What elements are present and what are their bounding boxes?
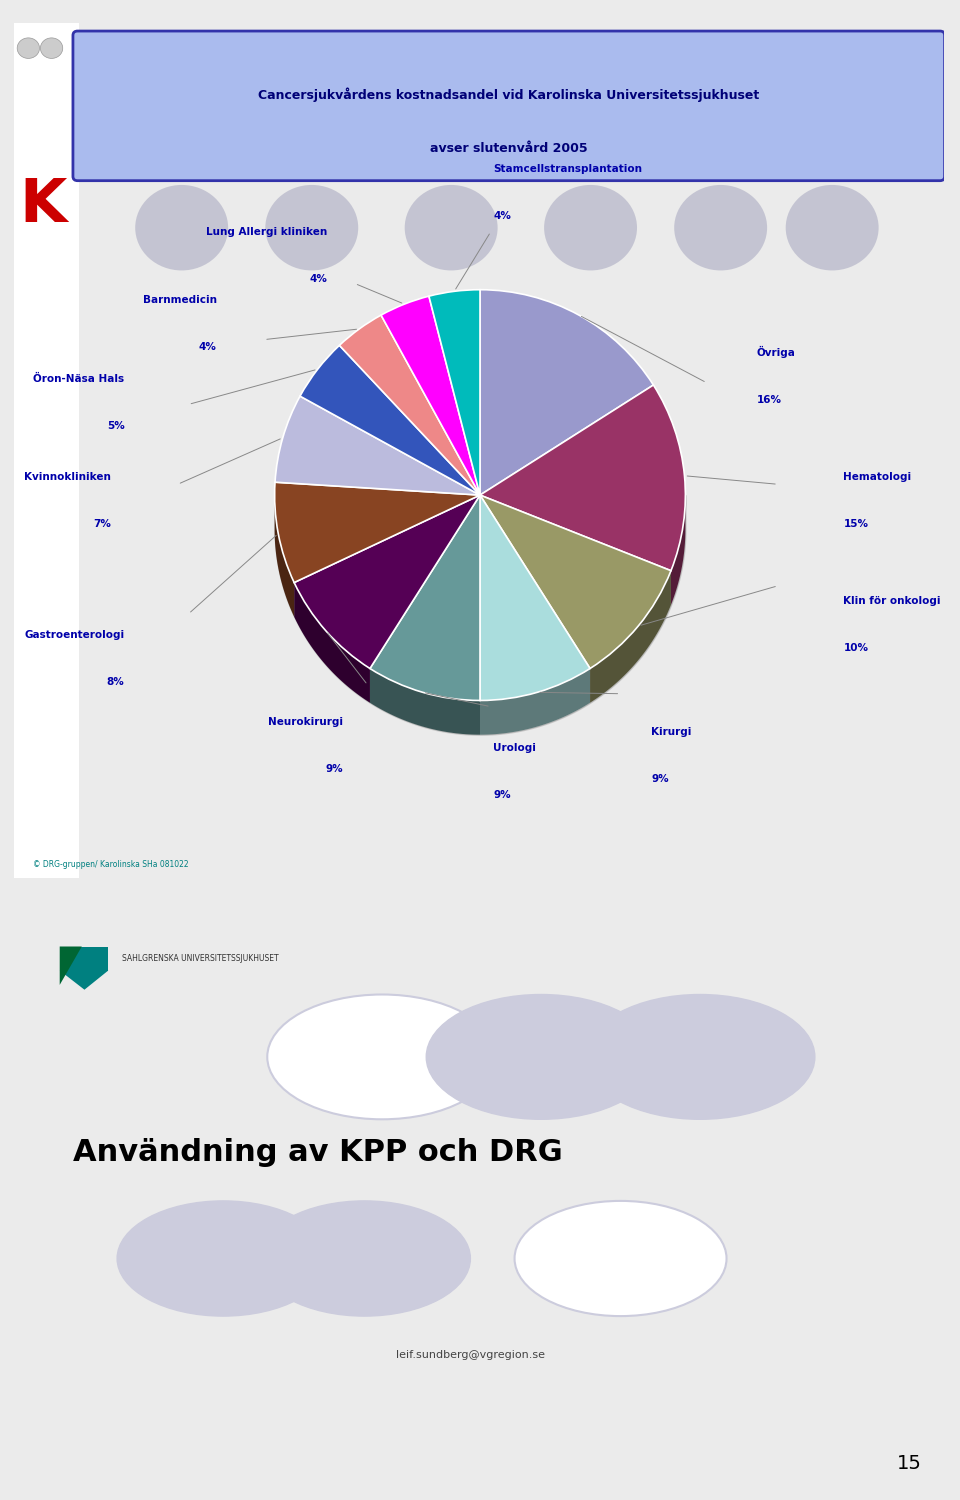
Text: Användning av KPP och DRG: Användning av KPP och DRG <box>73 1138 563 1167</box>
Polygon shape <box>60 946 108 970</box>
Polygon shape <box>294 582 370 702</box>
Wedge shape <box>300 345 480 495</box>
Text: 15%: 15% <box>844 519 869 530</box>
Circle shape <box>426 994 656 1119</box>
Circle shape <box>674 184 767 270</box>
Text: Övriga: Övriga <box>756 346 795 358</box>
Text: 9%: 9% <box>493 790 511 800</box>
Polygon shape <box>671 495 685 604</box>
Text: Urologi: Urologi <box>493 742 536 753</box>
Text: © DRG-gruppen/ Karolinska SHa 081022: © DRG-gruppen/ Karolinska SHa 081022 <box>33 859 188 868</box>
Circle shape <box>117 1202 329 1316</box>
Wedge shape <box>429 290 480 495</box>
Text: 9%: 9% <box>651 774 669 784</box>
Polygon shape <box>480 669 590 735</box>
Polygon shape <box>60 946 82 986</box>
Text: avser slutenvård 2005: avser slutenvård 2005 <box>430 141 588 154</box>
Text: SAHLGRENSKA UNIVERSITETSSJUKHUSET: SAHLGRENSKA UNIVERSITETSSJUKHUSET <box>122 954 278 963</box>
Wedge shape <box>480 495 671 669</box>
Text: Stamcellstransplantation: Stamcellstransplantation <box>493 164 642 174</box>
Circle shape <box>17 38 39 58</box>
Wedge shape <box>370 495 480 700</box>
Wedge shape <box>340 315 480 495</box>
Wedge shape <box>275 396 480 495</box>
Text: 15: 15 <box>897 1454 922 1473</box>
Text: 8%: 8% <box>107 676 125 687</box>
Text: 7%: 7% <box>93 519 111 530</box>
Polygon shape <box>590 570 671 702</box>
Text: 4%: 4% <box>493 210 511 220</box>
Text: 16%: 16% <box>756 394 781 405</box>
Circle shape <box>544 184 637 270</box>
Circle shape <box>40 38 62 58</box>
Wedge shape <box>480 386 685 570</box>
Wedge shape <box>480 290 654 495</box>
Circle shape <box>265 184 358 270</box>
Text: Klin för onkologi: Klin för onkologi <box>844 596 941 606</box>
Circle shape <box>258 1202 470 1316</box>
Circle shape <box>135 184 228 270</box>
Text: Barnmedicin: Barnmedicin <box>143 296 217 306</box>
Text: Cancersjukvårdens kostnadsandel vid Karolinska Universitetssjukhuset: Cancersjukvårdens kostnadsandel vid Karo… <box>258 88 759 102</box>
Wedge shape <box>294 495 480 669</box>
Circle shape <box>267 994 497 1119</box>
Circle shape <box>785 184 878 270</box>
Polygon shape <box>370 669 480 735</box>
Text: 4%: 4% <box>199 342 217 352</box>
Text: Öron-Näsa Hals: Öron-Näsa Hals <box>34 375 125 384</box>
Bar <box>14 22 80 877</box>
Polygon shape <box>275 495 294 616</box>
Polygon shape <box>60 970 108 990</box>
Wedge shape <box>275 482 480 582</box>
Circle shape <box>586 994 815 1119</box>
FancyBboxPatch shape <box>73 32 945 180</box>
Text: Lung Allergi kliniken: Lung Allergi kliniken <box>206 226 327 237</box>
Circle shape <box>515 1202 727 1316</box>
Text: Hematologi: Hematologi <box>844 472 911 482</box>
Circle shape <box>405 184 497 270</box>
Text: Gastroenterologi: Gastroenterologi <box>24 630 125 640</box>
Text: 4%: 4% <box>309 274 327 284</box>
Text: 9%: 9% <box>325 764 343 774</box>
Text: Kirurgi: Kirurgi <box>651 728 691 738</box>
Text: 5%: 5% <box>107 422 125 432</box>
Text: Kvinnokliniken: Kvinnokliniken <box>25 472 111 482</box>
Text: leif.sundberg@vgregion.se: leif.sundberg@vgregion.se <box>396 1350 545 1359</box>
Wedge shape <box>480 495 590 700</box>
Text: 10%: 10% <box>844 642 869 652</box>
Text: K: K <box>19 177 66 236</box>
Text: Neurokirurgi: Neurokirurgi <box>268 717 343 728</box>
Wedge shape <box>381 296 480 495</box>
